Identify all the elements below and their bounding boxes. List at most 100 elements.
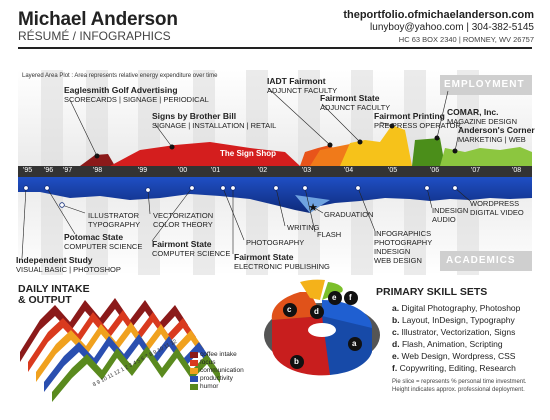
year-label: '05 — [388, 167, 398, 174]
header-divider — [18, 47, 532, 49]
year-label: '96 — [44, 167, 54, 174]
skill-item: b. Layout, InDesign, Typography — [392, 314, 520, 326]
job-title: Anderson's Corner — [458, 125, 535, 135]
year-label: '99 — [138, 167, 148, 174]
job-title: IADT Fairmont — [267, 76, 326, 86]
skills-title: PRIMARY SKILL SETS — [376, 286, 488, 298]
study-wordpress: WORDPRESS DIGITAL VIDEO — [470, 199, 524, 217]
year-label: '07 — [471, 167, 481, 174]
area-signs-brother-bill — [110, 142, 300, 166]
job-detail: ADJUNCT FACULTY — [267, 86, 338, 95]
subtitle: RÉSUMÉ / INFOGRAPHICS — [18, 29, 171, 43]
timeline-note: Layered Area Plot : Area represents rela… — [22, 73, 218, 79]
year-label: '97 — [63, 167, 73, 174]
skill-letter: a. — [392, 303, 400, 313]
job-title: Signs by Brother Bill — [152, 111, 237, 121]
year-label: '02 — [258, 167, 268, 174]
academics-label: ACADEMICS — [446, 255, 516, 266]
daily-ribbons — [20, 298, 220, 402]
study-title: Fairmont State — [152, 239, 212, 249]
study-title: Fairmont State — [234, 252, 294, 262]
job-eaglesmith: Eaglesmith Golf Advertising SCORECARDS |… — [64, 86, 209, 105]
job-fairmont-printing: Fairmont Printing PRE-PRESS OPERATOR — [374, 111, 461, 131]
job-signs-brother-bill: Signs by Brother Bill SIGNAGE | INSTALLA… — [152, 111, 277, 131]
study-flash: FLASH — [317, 230, 342, 239]
employment-label: EMPLOYMENT — [444, 79, 525, 90]
skills-note: Pie slice = represents % personal time i… — [392, 379, 527, 393]
area-andersons-corner — [440, 147, 532, 166]
year-label: '95 — [23, 167, 33, 174]
year-label: '01 — [211, 167, 221, 174]
academic-leaders — [21, 187, 471, 259]
legend-item: communication — [200, 367, 244, 374]
job-detail: ADJUNCT FACULTY — [320, 103, 391, 112]
skill-letter: c. — [392, 327, 400, 337]
job-title: Fairmont Printing — [374, 111, 445, 121]
job-comar: COMAR, Inc. MAGAZINE DESIGN — [447, 108, 518, 127]
job-detail: PRE-PRESS OPERATOR — [374, 121, 461, 130]
pie-letter: f — [349, 293, 352, 302]
skills-pie-chart — [264, 279, 380, 376]
skill-text: Copywriting, Editing, Research — [399, 363, 516, 373]
area-academics — [18, 177, 532, 213]
job-iadt: IADT Fairmont ADJUNCT FACULTY — [267, 76, 338, 96]
daily-legend-swatches — [190, 352, 198, 390]
area-academics-light — [295, 195, 330, 213]
pie-letter: e — [332, 293, 337, 302]
academics-panel — [440, 251, 532, 271]
study-potomac: Potomac State COMPUTER SCIENCE — [64, 232, 143, 252]
skill-text: Layout, InDesign, Typography — [401, 315, 515, 325]
job-detail: MAGAZINE DESIGN — [447, 117, 518, 126]
legend-item: coffee intake — [200, 351, 237, 358]
contact-info[interactable]: lunyboy@yahoo.com | 304-382-5145 — [370, 22, 534, 33]
year-axis: '95 '96 '97 '98 '99 '00 '01 '02 '03 '04 … — [18, 167, 532, 177]
year-label: '00 — [178, 167, 188, 174]
study-fairmont-cs: Fairmont State COMPUTER SCIENCE — [152, 239, 231, 259]
employment-leaders — [69, 87, 459, 157]
sign-shop-label: The Sign Shop — [220, 149, 276, 158]
study-detail: ELECTRONIC PUBLISHING — [234, 262, 330, 271]
skill-text: Flash, Animation, Scripting — [401, 339, 503, 349]
skills-list: a. Digital Photography, Photoshop b. Lay… — [392, 302, 520, 374]
area-eaglesmith — [80, 154, 115, 166]
skill-text: Illustrator, Vectorization, Signs — [401, 327, 516, 337]
pie-letter: a — [352, 339, 357, 348]
job-detail: SCORECARDS | SIGNAGE | PERIODICAL — [64, 95, 209, 104]
study-photography: PHOTOGRAPHY — [246, 238, 305, 247]
study-detail: COMPUTER SCIENCE — [64, 242, 143, 251]
study-independent: Independent Study VISUAL BASIC | PHOTOSH… — [16, 255, 121, 275]
year-label: '03 — [302, 167, 312, 174]
job-andersons-corner: Anderson's Corner MARKETING | WEB — [458, 125, 535, 145]
study-detail: COMPUTER SCIENCE — [152, 249, 231, 258]
legend-item: productivity — [200, 375, 233, 382]
area-comar — [412, 138, 445, 166]
address: HC 63 BOX 2340 | ROMNEY, WV 26757 — [398, 35, 534, 44]
area-fairmont-printing — [340, 125, 412, 166]
page-title: Michael Anderson — [18, 9, 178, 30]
study-vectorization: VECTORIZATION COLOR THEORY — [153, 211, 214, 229]
study-infographics: INFOGRAPHICS PHOTOGRAPHY INDESIGN WEB DE… — [374, 229, 433, 265]
job-detail: SIGNAGE | INSTALLATION | RETAIL — [152, 121, 277, 130]
year-label: '08 — [512, 167, 522, 174]
skill-text: Web Design, Wordpress, CSS — [401, 351, 516, 361]
pie-letter: c — [287, 305, 292, 314]
job-fairmont-state: Fairmont State ADJUNCT FACULTY — [320, 94, 391, 113]
study-title: Potomac State — [64, 232, 124, 242]
employment-panel — [440, 75, 532, 95]
study-graduation: GRADUATION — [324, 210, 374, 219]
academic-markers — [23, 185, 458, 208]
study-illustrator: ILLUSTRATOR TYPOGRAPHY — [88, 211, 141, 229]
job-detail: MARKETING | WEB — [458, 135, 526, 144]
skill-item: f. Copywriting, Editing, Research — [392, 362, 520, 374]
skill-item: d. Flash, Animation, Scripting — [392, 338, 520, 350]
skill-item: a. Digital Photography, Photoshop — [392, 302, 520, 314]
legend-item: humor — [200, 383, 219, 390]
year-label: '06 — [430, 167, 440, 174]
study-indesign-audio: INDESIGN AUDIO — [432, 206, 469, 224]
year-bar — [18, 166, 532, 177]
legend-item: focus — [200, 359, 216, 366]
study-title: Independent Study — [16, 255, 93, 265]
skill-letter: f. — [392, 363, 398, 373]
portfolio-link[interactable]: theportfolio.ofmichaelanderson.com — [343, 9, 534, 21]
